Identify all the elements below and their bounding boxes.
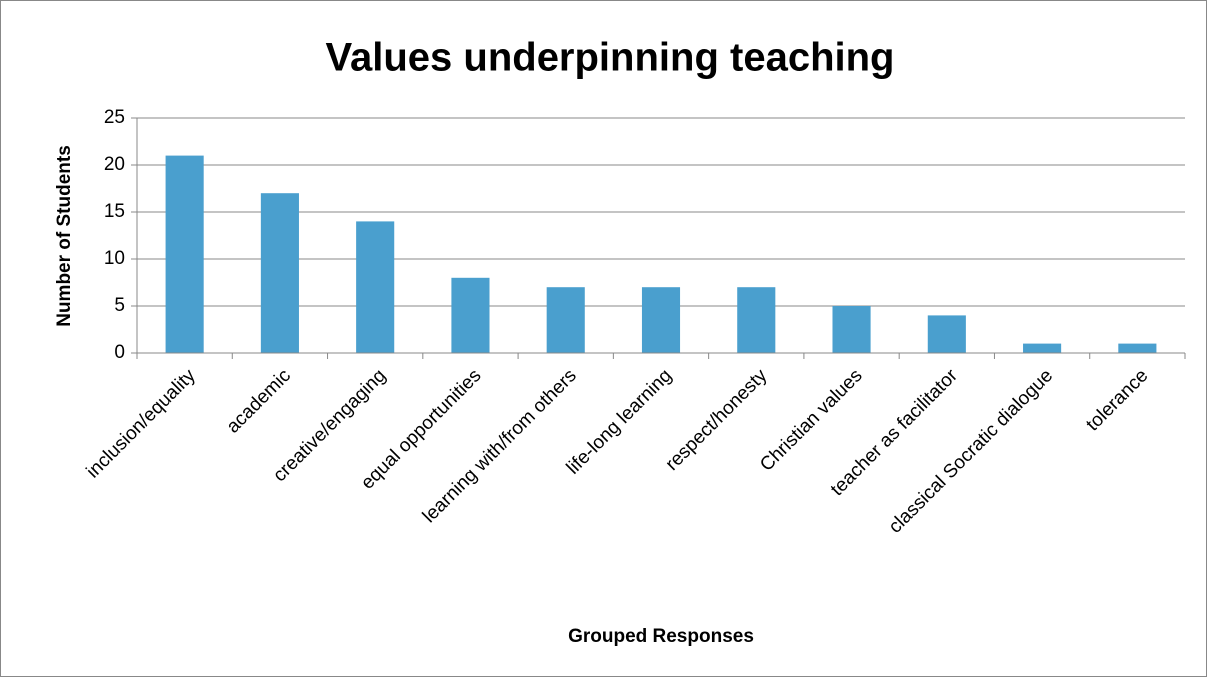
y-tick-label: 5 <box>114 295 125 316</box>
y-tick-label: 25 <box>104 107 125 128</box>
bar <box>546 287 585 353</box>
x-axis-title: Grouped Responses <box>568 626 754 647</box>
bar <box>927 315 966 353</box>
bar <box>451 277 490 353</box>
y-tick-label: 20 <box>104 154 125 175</box>
bar <box>641 287 681 353</box>
y-tick-label: 10 <box>104 248 125 269</box>
bar <box>832 306 871 353</box>
y-axis-title: Number of Students <box>54 145 75 327</box>
bar <box>737 287 776 353</box>
bar <box>260 193 299 353</box>
y-tick-label: 0 <box>114 342 125 363</box>
y-tick-label: 15 <box>104 201 125 222</box>
bar <box>1023 343 1062 353</box>
bar <box>356 221 395 353</box>
bar <box>1118 343 1157 353</box>
chart-title: Values underpinning teaching <box>326 36 895 80</box>
bar <box>165 155 204 353</box>
